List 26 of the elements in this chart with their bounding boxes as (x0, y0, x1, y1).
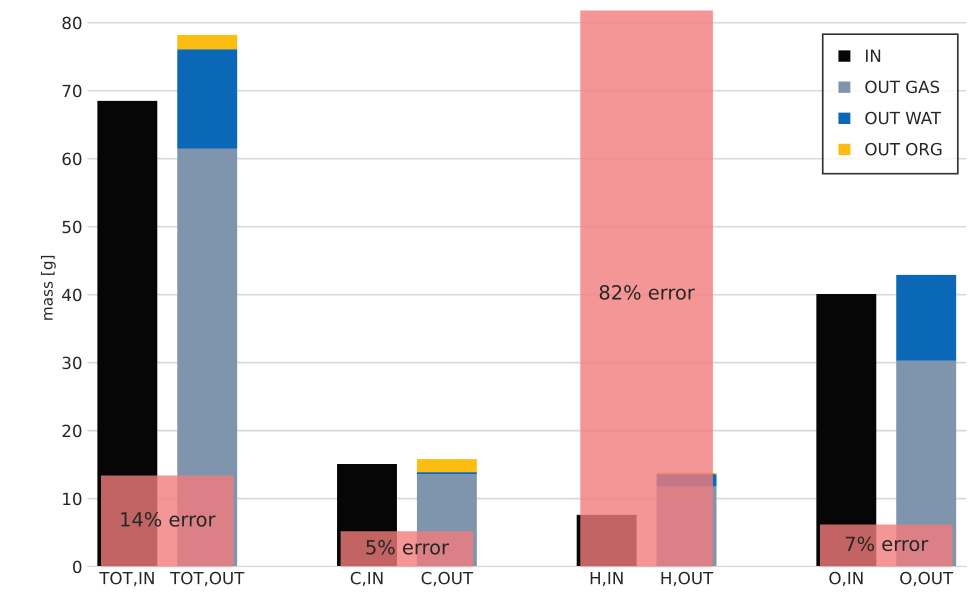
x-tick-label: TOT,OUT (170, 572, 244, 586)
y-tick-label: 70 (62, 84, 82, 98)
x-tick-label: C,IN (350, 572, 383, 586)
legend-label: IN (866, 50, 880, 62)
legend-label: OUT WAT (865, 112, 942, 124)
x-tick-label: O,OUT (900, 572, 954, 586)
x-tick-label: H,OUT (662, 572, 714, 586)
y-tick-label: 40 (62, 288, 82, 302)
x-tick-label: H,IN (590, 572, 623, 586)
annotation: 14% error (121, 512, 216, 527)
legend-label: OUT GAS (865, 80, 940, 94)
annotation: 82% error (600, 285, 695, 300)
y-tick-label: 80 (62, 16, 82, 30)
legend-label: OUT ORG (865, 142, 942, 156)
x-tick-label: C,OUT (422, 572, 474, 586)
y-tick-label: 0 (73, 560, 82, 574)
annotation: 7% error (846, 536, 928, 552)
y-tick-label: 30 (62, 356, 82, 370)
y-tick-label: 50 (62, 220, 82, 234)
y-axis-title: mass [g] (40, 256, 56, 320)
y-tick-label: 20 (62, 424, 82, 438)
x-tick-label: TOT,IN (99, 572, 154, 586)
x-tick-label: O,IN (829, 572, 863, 586)
y-tick-label: 60 (62, 152, 82, 166)
y-tick-label: 10 (63, 492, 82, 506)
annotation: 5% error (366, 540, 449, 555)
